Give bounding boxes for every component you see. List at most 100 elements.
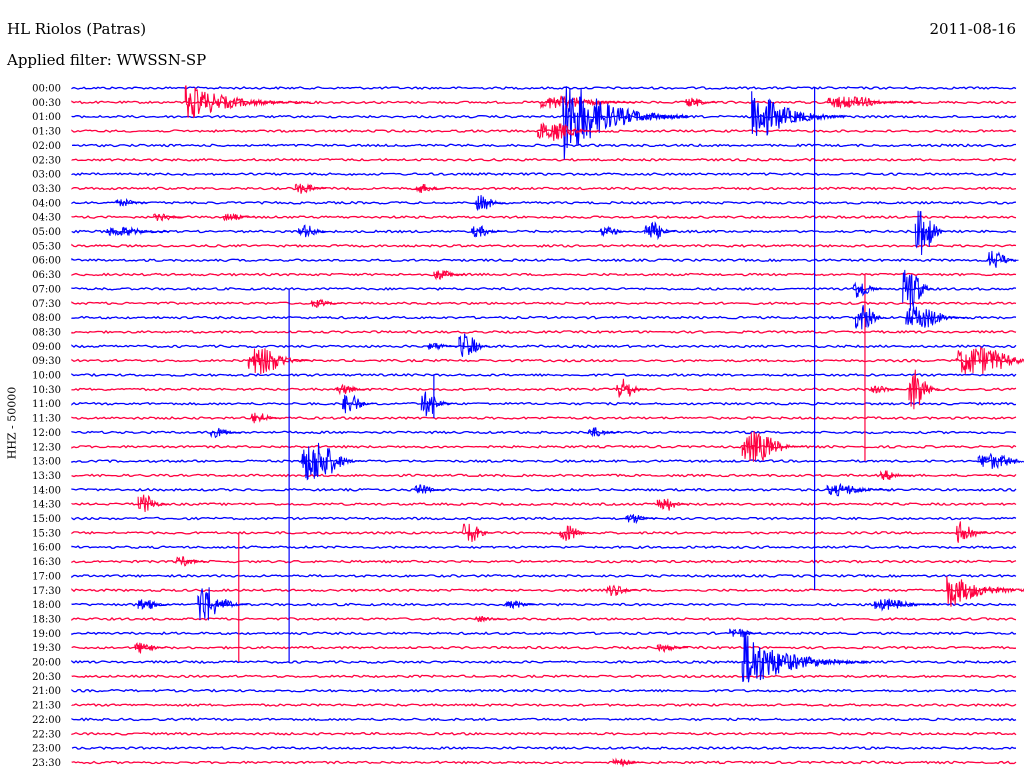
row-time-label: 12:00: [32, 428, 61, 439]
seismic-event: [914, 210, 947, 256]
trace-row-1900: [71, 631, 1017, 636]
seismic-event: [540, 95, 635, 110]
trace-row-1000: [71, 372, 1017, 378]
trace-row-0230: [71, 157, 1017, 162]
seismic-event: [880, 470, 912, 480]
row-time-label: 17:30: [32, 586, 61, 597]
date-label: 2011-08-16: [929, 20, 1016, 38]
row-time-label: 00:30: [32, 98, 61, 109]
trace-row-1200: [71, 430, 1017, 435]
seismic-event: [741, 632, 869, 683]
seismic-event: [741, 431, 805, 462]
seismic-event: [216, 599, 248, 609]
trace-row-2230: [71, 731, 1017, 736]
row-time-label: 01:30: [32, 127, 61, 138]
row-time-label: 11:30: [32, 414, 61, 425]
trace-row-1700: [71, 573, 1017, 579]
seismic-event: [433, 270, 465, 281]
row-time-label: 20:30: [32, 672, 61, 683]
seismic-event: [946, 576, 1024, 607]
seismic-event: [851, 281, 884, 298]
trace-row-2300: [71, 746, 1016, 751]
row-time-label: 18:00: [32, 600, 61, 611]
row-time-label: 05:30: [32, 241, 61, 252]
seismic-event: [137, 494, 169, 513]
trace-row-1830: [71, 616, 1017, 621]
seismic-event: [955, 345, 1024, 375]
trace-row-0400: [71, 200, 1017, 205]
seismic-event: [184, 85, 311, 119]
trace-row-0500: [71, 229, 1017, 234]
seismic-event: [587, 427, 619, 438]
seismic-event: [625, 513, 657, 525]
row-time-label: 23:30: [32, 758, 61, 769]
seismic-events: [106, 85, 1024, 768]
seismic-event: [137, 599, 169, 610]
row-time-labels: 00:00 00:30 01:00 01:30 02:00 02:30 03:00 03:30…: [32, 84, 61, 769]
trace-row-2330: [71, 760, 1017, 765]
seismic-event: [559, 525, 591, 541]
trace-row-0100: [71, 114, 1017, 119]
trace-row-0630: [71, 272, 1017, 277]
row-time-label: 16:30: [32, 557, 61, 568]
seismic-event: [908, 369, 940, 410]
trace-row-0430: [71, 215, 1017, 220]
row-time-label: 03:30: [32, 184, 61, 195]
row-time-label: 21:30: [32, 701, 61, 712]
station-title: HL Riolos (Patras): [7, 20, 147, 38]
seismic-event: [461, 523, 494, 543]
seismic-event: [562, 86, 689, 160]
row-time-label: 04:30: [32, 213, 61, 224]
trace-row-2000: [71, 660, 1017, 664]
row-time-label: 15:30: [32, 528, 61, 539]
trace-lines: [71, 86, 1017, 765]
row-time-label: 19:30: [32, 643, 61, 654]
seismic-event: [115, 197, 147, 207]
seismic-event: [644, 221, 676, 241]
row-time-label: 22:30: [32, 729, 61, 740]
trace-row-1300: [71, 459, 1017, 464]
row-time-label: 11:00: [32, 399, 61, 410]
seismic-event: [606, 584, 638, 597]
seismic-event: [902, 269, 934, 311]
trace-row-1030: [71, 387, 1017, 392]
trace-row-1100: [71, 401, 1017, 406]
trace-row-0830: [71, 329, 1017, 334]
trace-row-0900: [71, 344, 1017, 349]
seismic-event: [656, 498, 689, 511]
trace-row-0530: [71, 243, 1017, 248]
row-time-label: 10:00: [32, 371, 61, 382]
trace-row-1330: [71, 473, 1017, 478]
trace-row-0200: [71, 143, 1016, 148]
seismic-event: [247, 348, 311, 375]
row-time-label: 14:30: [32, 500, 61, 511]
seismic-event: [175, 556, 207, 567]
trace-row-0730: [71, 301, 1017, 306]
seismic-event: [471, 225, 503, 238]
trace-row-1430: [71, 502, 1017, 507]
row-time-label: 10:30: [32, 385, 61, 396]
seismic-event: [870, 385, 903, 394]
row-time-label: 08:30: [32, 327, 61, 338]
seismic-event: [134, 642, 166, 654]
trace-row-2130: [71, 703, 1017, 707]
row-time-label: 13:00: [32, 457, 61, 468]
seismic-event: [505, 600, 538, 610]
trace-row-0130: [71, 129, 1017, 133]
seismic-event: [298, 224, 330, 238]
seismic-event: [612, 757, 644, 768]
row-time-label: 20:00: [32, 658, 61, 669]
trace-row-1130: [71, 416, 1017, 420]
row-time-label: 15:00: [32, 514, 61, 525]
seismic-event: [310, 298, 342, 309]
trace-row-2200: [71, 717, 1017, 722]
row-time-label: 18:30: [32, 614, 61, 625]
row-time-label: 23:00: [32, 744, 61, 755]
seismic-event: [250, 412, 283, 424]
trace-row-1230: [71, 444, 1017, 449]
trace-row-0000: [71, 86, 1017, 90]
trace-row-1530: [71, 530, 1017, 535]
row-time-label: 07:30: [32, 299, 61, 310]
seismic-event: [685, 97, 717, 107]
seismic-event: [905, 306, 969, 328]
